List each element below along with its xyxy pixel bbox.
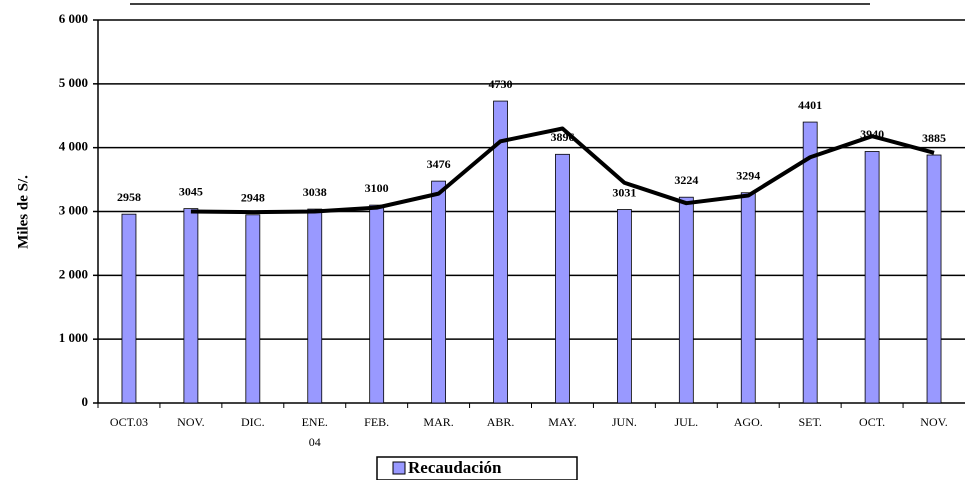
bar (616, 209, 632, 404)
y-tick-label: 2 000 (59, 266, 88, 281)
x-tick-label: JUN. (612, 415, 637, 429)
legend (376, 456, 578, 480)
bar (802, 121, 818, 404)
x-tick-label: NOV. (920, 415, 947, 429)
x-tick-label: FEB. (364, 415, 389, 429)
y-tick-label: 3 000 (59, 202, 88, 217)
bar (183, 208, 199, 404)
x-tick-label: MAY. (548, 415, 576, 429)
x-tick-label: ABR. (487, 415, 515, 429)
y-tick-label: 4 000 (59, 139, 88, 154)
y-tick-label: 5 000 (59, 75, 88, 90)
x-tick-label: OCT.03 (110, 415, 148, 429)
bar (431, 180, 447, 404)
value-label: 3476 (427, 157, 451, 171)
bar (926, 154, 942, 404)
x-tick-label: AGO. (734, 415, 763, 429)
bar (245, 214, 261, 404)
line (190, 126, 935, 215)
value-label: 3224 (674, 173, 698, 187)
y-axis-label: Miles de S/. (15, 175, 31, 249)
bar (493, 100, 508, 404)
bar (555, 153, 570, 404)
value-label: 4401 (798, 98, 822, 112)
value-label: 3031 (612, 185, 636, 199)
bar (740, 192, 756, 404)
x-tick-label: MAR. (423, 415, 453, 429)
x-tick-label: OCT. (859, 415, 885, 429)
x-tick-label: JUL. (674, 415, 698, 429)
x-tick-label: SET. (798, 415, 821, 429)
bar (307, 208, 323, 404)
value-label: 3038 (303, 185, 327, 199)
value-label: 3100 (365, 181, 389, 195)
value-label: 3294 (736, 168, 760, 182)
bar (369, 204, 385, 404)
value-label: 2948 (241, 191, 265, 205)
x-tick-label: NOV. (177, 415, 204, 429)
value-label: 3885 (922, 131, 946, 145)
bar (864, 151, 880, 404)
bar (678, 196, 694, 404)
bar (121, 213, 137, 404)
value-label: 3045 (179, 184, 203, 198)
y-tick-label: 0 (82, 394, 89, 409)
legend-label: Recaudación (408, 458, 502, 477)
legend-swatch (392, 461, 406, 475)
value-label: 4730 (489, 77, 513, 91)
value-label: 2958 (117, 190, 141, 204)
x-tick-label: ENE. 04 (302, 415, 328, 449)
x-tick-label: DIC. (241, 415, 265, 429)
y-tick-label: 1 000 (59, 330, 88, 345)
y-tick-label: 6 000 (59, 11, 88, 26)
